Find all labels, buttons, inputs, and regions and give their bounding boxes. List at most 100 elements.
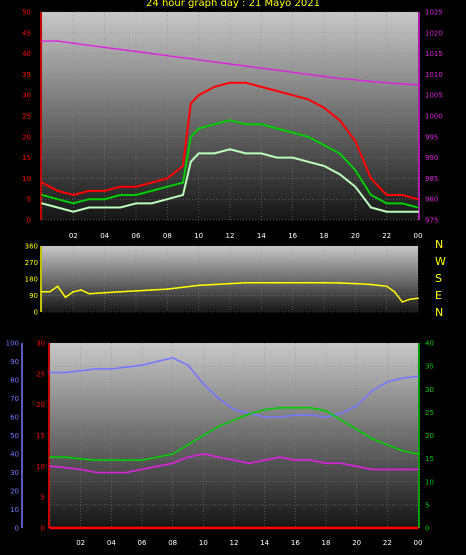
pressure-point xyxy=(307,73,310,76)
humidity-point xyxy=(141,364,143,367)
dewpoint-point xyxy=(79,468,82,471)
temperature-point xyxy=(340,419,343,421)
wind_min-point xyxy=(276,156,278,159)
wind_min-point xyxy=(135,202,137,205)
dewpoint-point xyxy=(202,453,205,455)
direction-point xyxy=(41,290,43,293)
compass-e: E xyxy=(435,289,442,302)
direction-point xyxy=(409,298,412,301)
temperature-point xyxy=(141,459,143,462)
dewpoint-point xyxy=(141,468,143,471)
wind_gust-point xyxy=(213,86,216,88)
compass-s: S xyxy=(435,272,442,285)
dewpoint-point xyxy=(217,456,220,458)
dewpoint-point xyxy=(309,459,312,462)
temperature-point xyxy=(263,408,266,411)
wind_gust-point xyxy=(229,81,231,84)
wind_gust-point xyxy=(291,94,294,97)
direction-point xyxy=(291,281,294,284)
wind_gust-point xyxy=(354,140,357,142)
wind_avg-point xyxy=(229,119,231,122)
wind_gust-point xyxy=(370,177,372,180)
wind_min-point xyxy=(213,152,216,155)
rain-point xyxy=(141,527,143,529)
pressure-point xyxy=(401,83,404,85)
wind_min-point xyxy=(291,156,294,159)
direction-point xyxy=(166,288,169,290)
rain-tick-label: 0 xyxy=(425,525,429,533)
temperature-point xyxy=(95,459,97,462)
temperature-point xyxy=(248,413,251,415)
dewpoint-point xyxy=(294,459,297,462)
wind_avg-point xyxy=(323,144,325,147)
rain-point xyxy=(417,527,419,529)
dewpoint-point xyxy=(64,466,67,469)
temperature-point xyxy=(279,406,281,409)
pressure-point xyxy=(229,63,231,65)
humidity-point xyxy=(355,405,358,407)
temperature-panel-x-tick-label: 18 xyxy=(322,539,331,547)
wind_min-point xyxy=(260,152,263,155)
wind_avg-point xyxy=(291,131,294,134)
direction-point xyxy=(417,297,419,300)
humidity-point xyxy=(125,366,128,368)
wind_min-point xyxy=(385,210,388,213)
pressure-tick-label: 990 xyxy=(425,154,438,162)
humidity-tick-label: 80 xyxy=(10,377,19,385)
wind_gust-point xyxy=(307,98,310,101)
wind-speed-tick-label: 30 xyxy=(22,92,31,100)
wind_avg-point xyxy=(150,190,153,192)
wind_min-point xyxy=(103,206,106,209)
wind-speed-tick-label: 5 xyxy=(27,196,31,204)
pressure-tick-label: 1000 xyxy=(425,113,443,121)
wind_gust-point xyxy=(244,81,247,84)
rain-point xyxy=(49,527,51,529)
wind-panel-x-tick-label: 20 xyxy=(351,232,360,240)
humidity-tick-label: 100 xyxy=(6,340,19,348)
wind_min-point xyxy=(370,206,372,209)
wind_avg-point xyxy=(385,202,388,205)
rain-point xyxy=(340,527,343,529)
rain-point xyxy=(110,527,113,529)
direction-tick-label: 270 xyxy=(25,259,38,267)
wind_gust-point xyxy=(260,86,263,88)
humidity-tick-label: 20 xyxy=(10,488,19,496)
humidity-tick-label: 50 xyxy=(10,432,19,440)
wind_avg-point xyxy=(56,198,59,201)
wind_gust-point xyxy=(417,198,419,201)
wind-panel-x-tick-label: 08 xyxy=(163,232,172,240)
wind_min-point xyxy=(338,173,341,176)
direction-point xyxy=(88,292,90,295)
wind_gust-point xyxy=(72,194,75,196)
pressure-tick-label: 1015 xyxy=(425,50,443,58)
wind-speed-tick-label: 10 xyxy=(22,175,31,183)
direction-point xyxy=(229,282,231,285)
temperature-point xyxy=(325,409,327,412)
wind_gust-point xyxy=(182,165,184,167)
rain-point xyxy=(386,527,389,529)
dewpoint-point xyxy=(49,465,51,468)
direction-point xyxy=(323,281,325,284)
humidity-point xyxy=(263,416,266,418)
temperature-point xyxy=(294,406,297,409)
direction-point xyxy=(80,289,83,291)
rain-point xyxy=(279,527,281,529)
humidity-tick-label: 90 xyxy=(10,358,19,366)
direction-tick-label: 360 xyxy=(25,243,38,251)
humidity-tick-label: 70 xyxy=(10,395,19,403)
wind_avg-point xyxy=(189,135,192,138)
pressure-tick-label: 1020 xyxy=(425,29,443,37)
humidity-tick-label: 40 xyxy=(10,451,19,459)
temperature-point xyxy=(110,459,113,462)
direction-line xyxy=(42,281,419,303)
wind-panel-x-tick-label: 02 xyxy=(69,232,78,240)
temperature-point xyxy=(386,443,389,446)
wind_gust-point xyxy=(276,90,278,92)
direction-point xyxy=(307,281,310,284)
temperature-tick-label: 5 xyxy=(41,494,45,502)
wind_min-point xyxy=(166,198,169,201)
rain-point xyxy=(309,527,312,529)
wind-speed-tick-label: 50 xyxy=(22,9,31,17)
temperature-point xyxy=(371,437,373,440)
pressure-tick-label: 985 xyxy=(425,175,438,183)
